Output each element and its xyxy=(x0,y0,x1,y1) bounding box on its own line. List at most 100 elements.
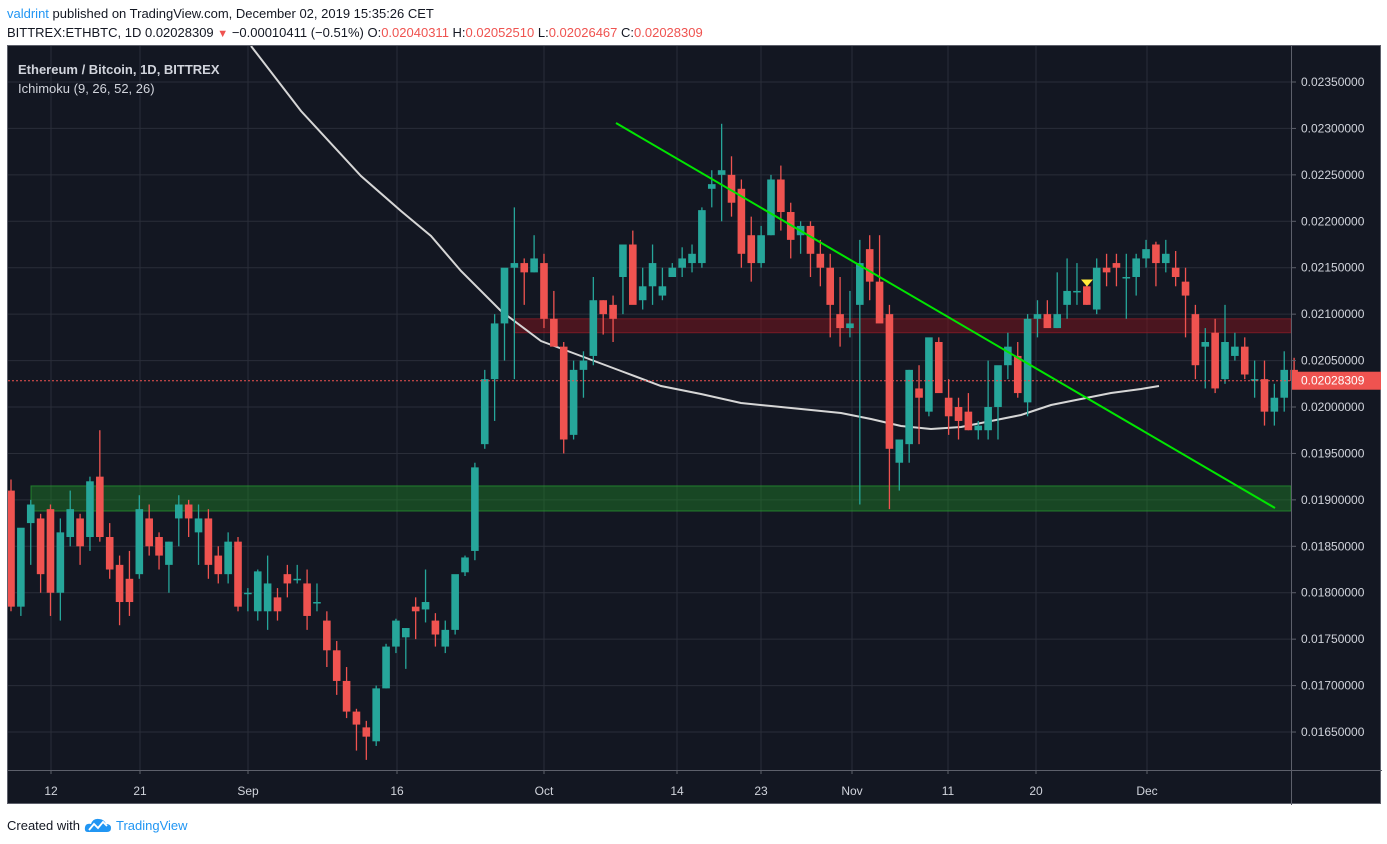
chart-panel[interactable]: 0.02350000 0.02300000 0.02250000 0.02200000… xyxy=(7,45,1382,805)
candle-body xyxy=(589,300,598,356)
price-tick-label: 0.02200000 xyxy=(1301,214,1365,228)
candle-body xyxy=(678,258,686,268)
triangle-down-marker-icon xyxy=(1081,279,1093,287)
time-tick-label: 11 xyxy=(942,784,955,798)
candle-body xyxy=(362,727,371,737)
candle-body xyxy=(8,490,15,607)
candle-body xyxy=(1073,290,1081,293)
candle-body xyxy=(836,314,844,329)
candle-body xyxy=(115,564,124,603)
candle-body xyxy=(1043,314,1052,329)
candle-body xyxy=(1270,397,1279,412)
candle-body xyxy=(747,235,756,264)
candle-body xyxy=(540,263,548,319)
resistance-zone[interactable] xyxy=(513,318,1292,334)
candle-body xyxy=(530,258,538,273)
symbol-label: BITTREX:ETHBTC, 1D xyxy=(7,25,142,40)
candle-body xyxy=(234,541,242,607)
candle-body xyxy=(826,267,835,305)
candle-body xyxy=(1181,281,1190,296)
price-change: −0.00010411 (−0.51%) xyxy=(231,25,364,40)
close-label: C: xyxy=(621,25,635,40)
candle-body xyxy=(1004,346,1012,366)
price-tick-label: 0.02050000 xyxy=(1301,354,1365,368)
price-tick-label: 0.01800000 xyxy=(1301,586,1365,600)
created-with-text: Created with xyxy=(7,817,80,833)
candle-body xyxy=(1112,263,1121,268)
last-price-tag-label: 0.02028309 xyxy=(1301,374,1365,388)
candle-body xyxy=(994,365,1002,408)
candle-body xyxy=(1132,258,1140,278)
indicator-label[interactable]: Ichimoku (9, 26, 52, 26) xyxy=(18,81,155,96)
candle-body xyxy=(885,314,894,449)
candle-body xyxy=(727,174,736,203)
candle-body xyxy=(56,532,65,593)
candle-body xyxy=(184,504,193,519)
price-tick-label: 0.02350000 xyxy=(1301,75,1365,89)
candle-body xyxy=(846,323,854,329)
candle-body xyxy=(26,504,35,524)
candle-body xyxy=(224,541,232,575)
candle-body xyxy=(954,407,963,421)
candle-body xyxy=(865,249,874,282)
candle-body xyxy=(1201,342,1210,347)
candle-body xyxy=(579,360,588,370)
candle-body xyxy=(1142,249,1150,259)
symbol-info: BITTREX:ETHBTC, 1D 0.02028309 ▼ −0.00010… xyxy=(7,25,703,40)
candle-body xyxy=(609,304,617,319)
candle-body xyxy=(293,578,302,581)
candle-body xyxy=(816,253,825,268)
candle-body xyxy=(668,267,677,278)
candle-body xyxy=(313,602,321,604)
candle-body xyxy=(856,263,864,305)
candle-body xyxy=(984,407,992,431)
candle-body xyxy=(490,323,499,380)
candle-body xyxy=(125,578,134,603)
candle-body xyxy=(559,346,568,440)
time-tick-label: Sep xyxy=(237,784,259,798)
descending-trendline[interactable] xyxy=(615,122,1276,509)
time-tick-label: Oct xyxy=(535,784,554,798)
candle-body xyxy=(283,574,292,584)
candle-body xyxy=(382,646,390,689)
candle-body xyxy=(214,555,223,575)
low-value: 0.02026467 xyxy=(548,25,618,40)
price-tick-label: 0.01750000 xyxy=(1301,632,1365,646)
candle-body xyxy=(767,179,775,236)
author-link[interactable]: valdrint xyxy=(7,6,49,21)
candle-body xyxy=(244,592,252,595)
price-tick-label: 0.02100000 xyxy=(1301,307,1365,321)
candle-body xyxy=(619,244,627,278)
low-label: L: xyxy=(537,25,549,40)
candle-body xyxy=(520,263,529,273)
price-chart[interactable]: 0.02350000 0.02300000 0.02250000 0.02200000… xyxy=(8,46,1382,805)
candle-body xyxy=(86,481,94,538)
chart-legend: Ethereum / Bitcoin, 1D, BITTREX Ichimoku… xyxy=(18,60,220,98)
candle-body xyxy=(352,711,361,725)
tradingview-link[interactable]: TradingView xyxy=(115,817,188,833)
candle-body xyxy=(1013,355,1022,394)
candle-body xyxy=(1221,342,1229,380)
candle-body xyxy=(155,537,163,556)
candle-body xyxy=(599,300,607,315)
candle-body xyxy=(194,518,203,533)
candle-body xyxy=(1083,286,1091,305)
candle-body xyxy=(964,411,973,431)
candle-body xyxy=(925,337,933,412)
candle-body xyxy=(1063,290,1071,305)
candle-body xyxy=(451,574,459,630)
candle-body xyxy=(1161,253,1170,264)
support-zone[interactable] xyxy=(30,485,1292,512)
candle-body xyxy=(342,680,351,712)
candle-body xyxy=(1152,244,1160,264)
time-tick-label: 16 xyxy=(390,784,404,798)
candle-body xyxy=(332,650,341,681)
candle-body xyxy=(303,583,311,616)
candle-body xyxy=(1122,277,1131,279)
publish-info: valdrint published on TradingView.com, D… xyxy=(7,6,434,21)
candle-body xyxy=(421,602,430,610)
candle-body xyxy=(717,170,726,175)
candle-body xyxy=(372,688,380,742)
candle-body xyxy=(1191,314,1200,366)
candle-body xyxy=(1250,379,1259,381)
